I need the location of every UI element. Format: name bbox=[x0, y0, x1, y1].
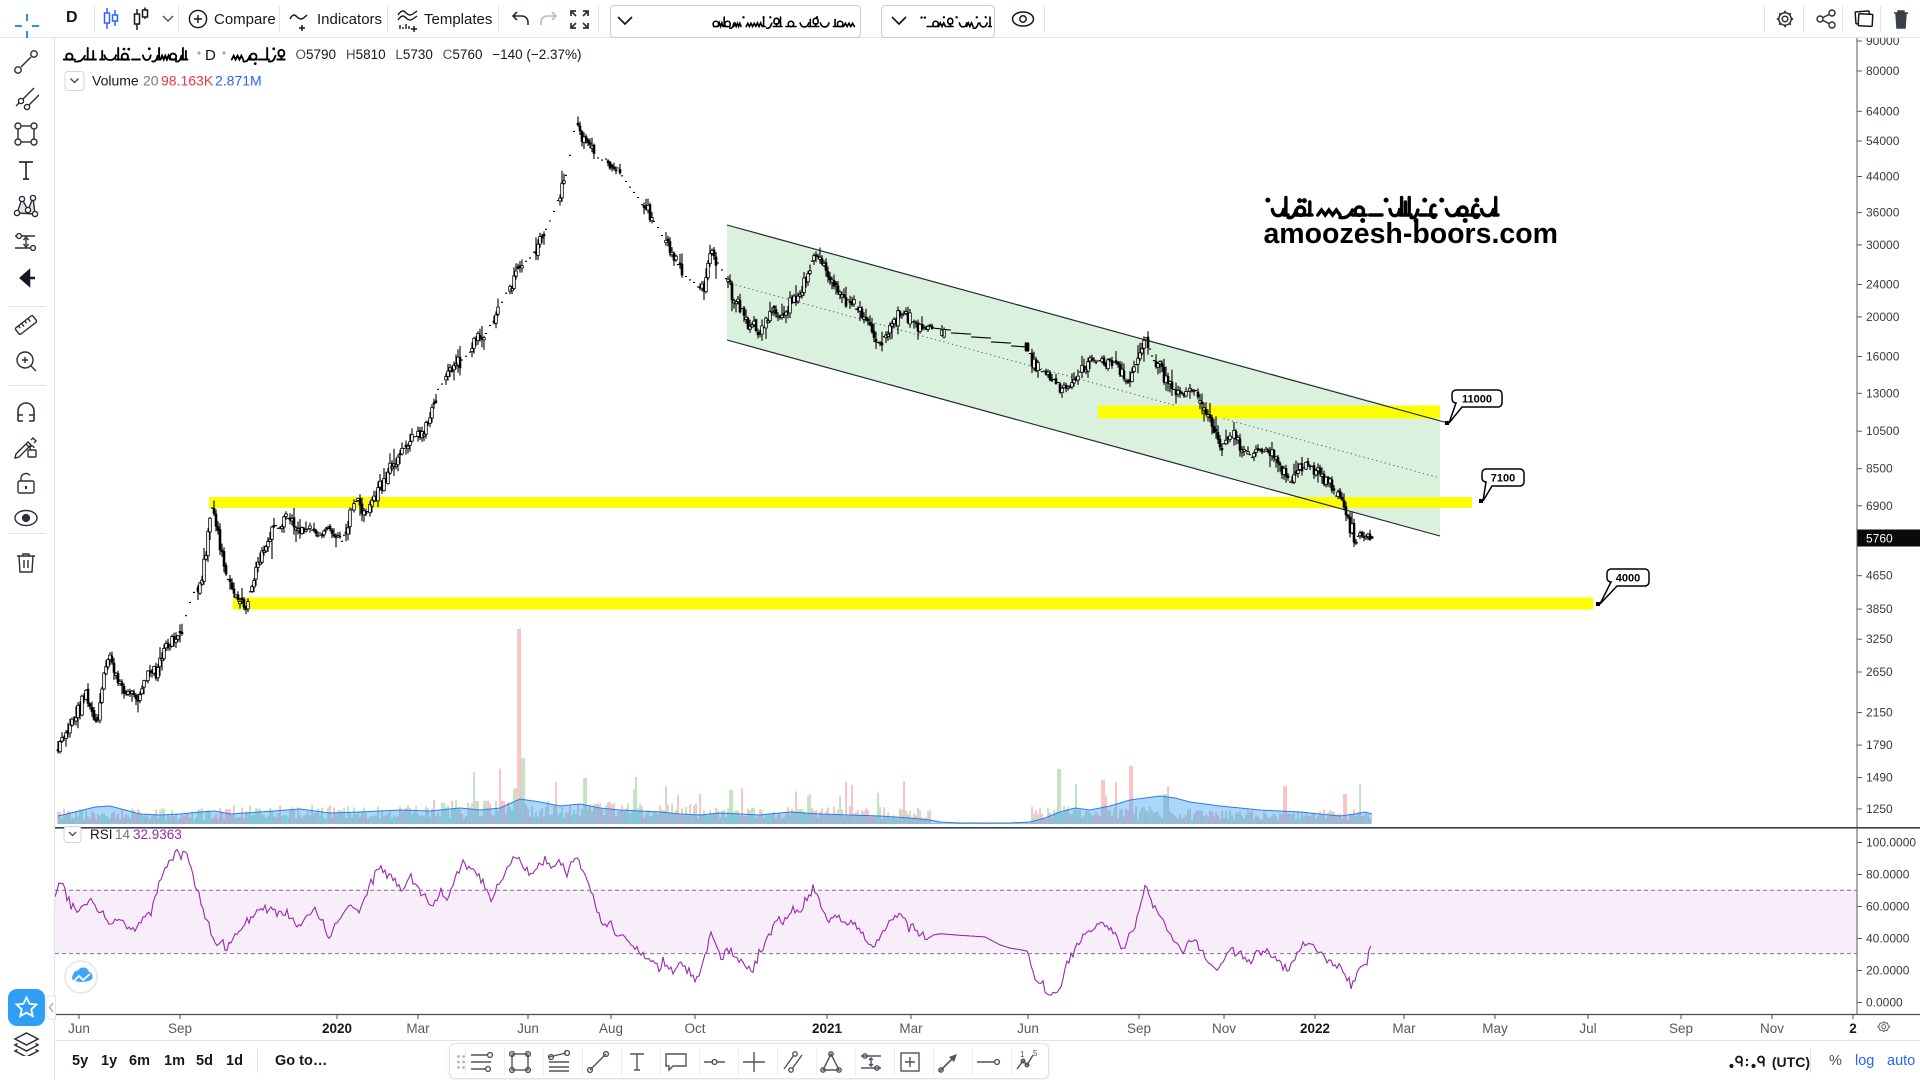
svg-text:Sep: Sep bbox=[1127, 1021, 1151, 1036]
svg-text:100.0000: 100.0000 bbox=[1866, 836, 1916, 850]
svg-text:1: 1 bbox=[1020, 1050, 1025, 1059]
svg-text:RSI: RSI bbox=[90, 827, 113, 842]
svg-text:6900: 6900 bbox=[1866, 499, 1893, 513]
svg-text:8500: 8500 bbox=[1866, 462, 1893, 476]
svg-text:Sep: Sep bbox=[1669, 1021, 1693, 1036]
svg-text:amoozesh-boors.com: amoozesh-boors.com bbox=[1263, 218, 1558, 250]
svg-text:36000: 36000 bbox=[1866, 206, 1900, 220]
svg-text:Mar: Mar bbox=[406, 1021, 430, 1036]
svg-text:10500: 10500 bbox=[1866, 424, 1900, 438]
svg-text:32.9363: 32.9363 bbox=[133, 827, 182, 842]
svg-text:Jun: Jun bbox=[517, 1021, 539, 1036]
svg-text:4650: 4650 bbox=[1866, 569, 1893, 583]
svg-text:3250: 3250 bbox=[1866, 632, 1893, 646]
svg-text:Aug: Aug bbox=[599, 1021, 623, 1036]
svg-text:1250: 1250 bbox=[1866, 802, 1893, 816]
svg-text:Mar: Mar bbox=[1392, 1021, 1416, 1036]
svg-text:1490: 1490 bbox=[1866, 771, 1893, 785]
svg-text:60.0000: 60.0000 bbox=[1866, 900, 1910, 914]
svg-text:Mar: Mar bbox=[899, 1021, 923, 1036]
svg-text:64000: 64000 bbox=[1866, 104, 1900, 118]
svg-text:5760: 5760 bbox=[1866, 532, 1893, 546]
svg-text:Jun: Jun bbox=[68, 1021, 90, 1036]
svg-text:4000: 4000 bbox=[1616, 573, 1640, 585]
svg-text:Jul: Jul bbox=[1579, 1021, 1596, 1036]
svg-text:20000: 20000 bbox=[1866, 310, 1900, 324]
svg-text:Oct: Oct bbox=[684, 1021, 705, 1036]
svg-text:54000: 54000 bbox=[1866, 134, 1900, 148]
svg-text:44000: 44000 bbox=[1866, 170, 1900, 184]
svg-text:Volume: Volume bbox=[92, 73, 139, 89]
svg-text:30000: 30000 bbox=[1866, 238, 1900, 252]
svg-text:20: 20 bbox=[143, 73, 159, 89]
svg-text:Nov: Nov bbox=[1760, 1021, 1784, 1036]
svg-text:2021: 2021 bbox=[812, 1021, 843, 1036]
svg-text:98.163K: 98.163K bbox=[161, 73, 214, 89]
svg-text:Nov: Nov bbox=[1212, 1021, 1236, 1036]
svg-text:90000: 90000 bbox=[1866, 38, 1900, 48]
svg-text:80000: 80000 bbox=[1866, 64, 1900, 78]
svg-text:Sep: Sep bbox=[168, 1021, 192, 1036]
svg-text:2.871M: 2.871M bbox=[215, 73, 262, 89]
svg-text:20.0000: 20.0000 bbox=[1866, 964, 1910, 978]
svg-text:May: May bbox=[1482, 1021, 1508, 1036]
svg-text:3850: 3850 bbox=[1866, 602, 1893, 616]
svg-text:2022: 2022 bbox=[1300, 1021, 1330, 1036]
svg-text:40.0000: 40.0000 bbox=[1866, 932, 1910, 946]
svg-text:13000: 13000 bbox=[1866, 386, 1900, 400]
svg-text:24000: 24000 bbox=[1866, 278, 1900, 292]
svg-text:1790: 1790 bbox=[1866, 738, 1893, 752]
svg-text:0.0000: 0.0000 bbox=[1866, 996, 1903, 1010]
svg-text:2150: 2150 bbox=[1866, 706, 1893, 720]
svg-text:2020: 2020 bbox=[322, 1021, 352, 1036]
svg-text:5: 5 bbox=[1033, 1049, 1038, 1058]
svg-text:7100: 7100 bbox=[1491, 473, 1515, 485]
svg-text:16000: 16000 bbox=[1866, 350, 1900, 364]
svg-text:Jun: Jun bbox=[1017, 1021, 1039, 1036]
svg-text:11000: 11000 bbox=[1462, 394, 1492, 406]
svg-text:80.0000: 80.0000 bbox=[1866, 868, 1910, 882]
svg-text:2650: 2650 bbox=[1866, 665, 1893, 679]
svg-text:2: 2 bbox=[1849, 1021, 1857, 1036]
svg-text:D: D bbox=[205, 47, 216, 64]
svg-text:14: 14 bbox=[115, 827, 131, 842]
